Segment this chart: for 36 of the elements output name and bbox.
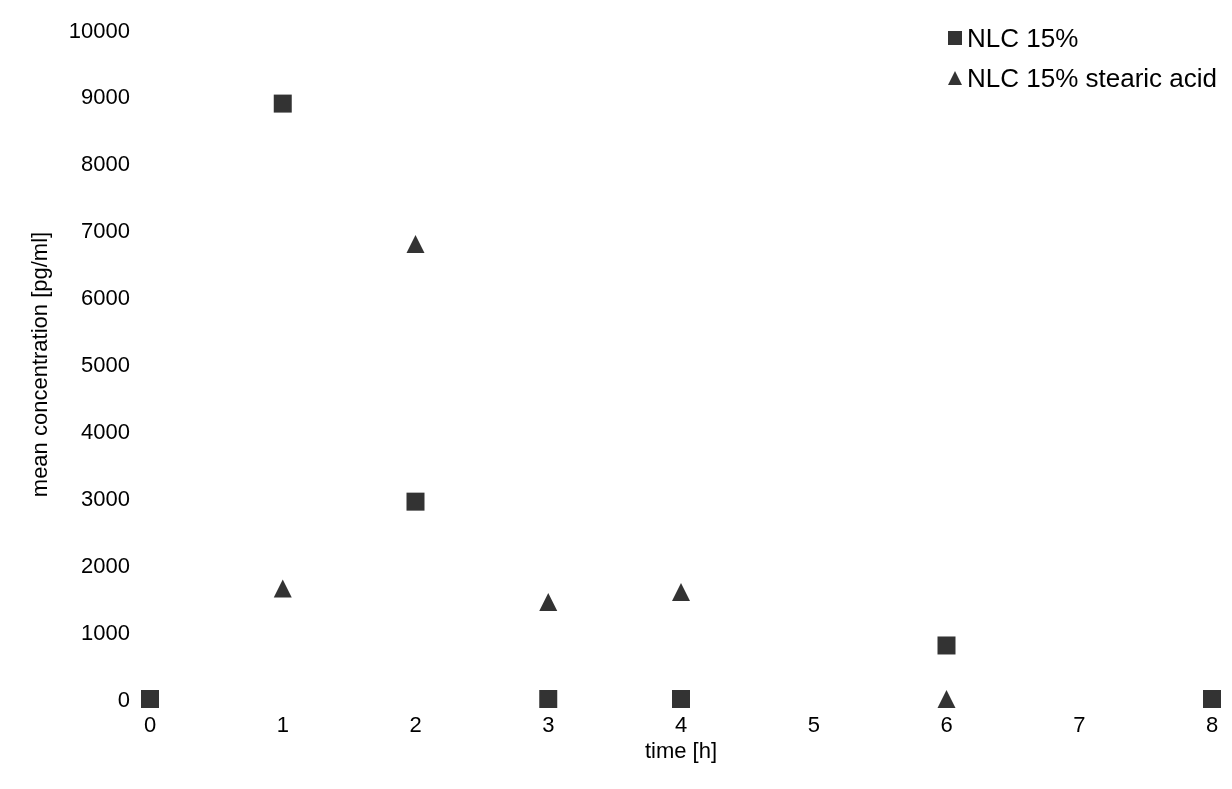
point — [937, 690, 956, 708]
legend-label: NLC 15% — [967, 23, 1079, 53]
y-tick-label: 8000 — [81, 151, 130, 177]
x-tick-label: 6 — [940, 711, 953, 737]
x-tick-label: 1 — [276, 711, 289, 737]
x-tick-label: 8 — [1205, 711, 1219, 737]
point — [672, 690, 690, 708]
point — [539, 690, 558, 708]
x-tick-label: 3 — [542, 711, 555, 737]
x-tick-label: 2 — [409, 711, 422, 737]
y-tick-label: 1000 — [81, 619, 130, 645]
point — [273, 94, 292, 113]
y-tick-label: 7000 — [81, 218, 130, 244]
point — [273, 579, 292, 598]
y-tick-label: 4000 — [81, 418, 130, 444]
y-tick-label: 0 — [117, 686, 130, 712]
point — [406, 235, 425, 254]
y-axis-title: mean concentration [pg/ml] — [26, 231, 52, 498]
point — [406, 492, 425, 511]
x-axis-title: time [h] — [644, 738, 718, 764]
x-tick-label: 5 — [807, 711, 820, 737]
y-tick-label: 10000 — [68, 17, 130, 43]
y-tick-label: 3000 — [81, 485, 130, 511]
y-tick-label: 6000 — [81, 285, 130, 311]
y-tick-label: 5000 — [81, 352, 130, 377]
point — [539, 592, 558, 611]
point — [672, 582, 690, 601]
y-tick-label: 2000 — [81, 552, 130, 578]
x-tick-label: 7 — [1073, 711, 1086, 737]
point — [141, 690, 159, 708]
x-tick-label: 4 — [674, 711, 688, 737]
point — [937, 636, 956, 655]
x-tick-label: 0 — [143, 711, 157, 737]
point — [1203, 690, 1221, 708]
y-tick-label: 9000 — [81, 84, 130, 110]
legend-label: NLC 15% stearic acid — [967, 63, 1217, 93]
